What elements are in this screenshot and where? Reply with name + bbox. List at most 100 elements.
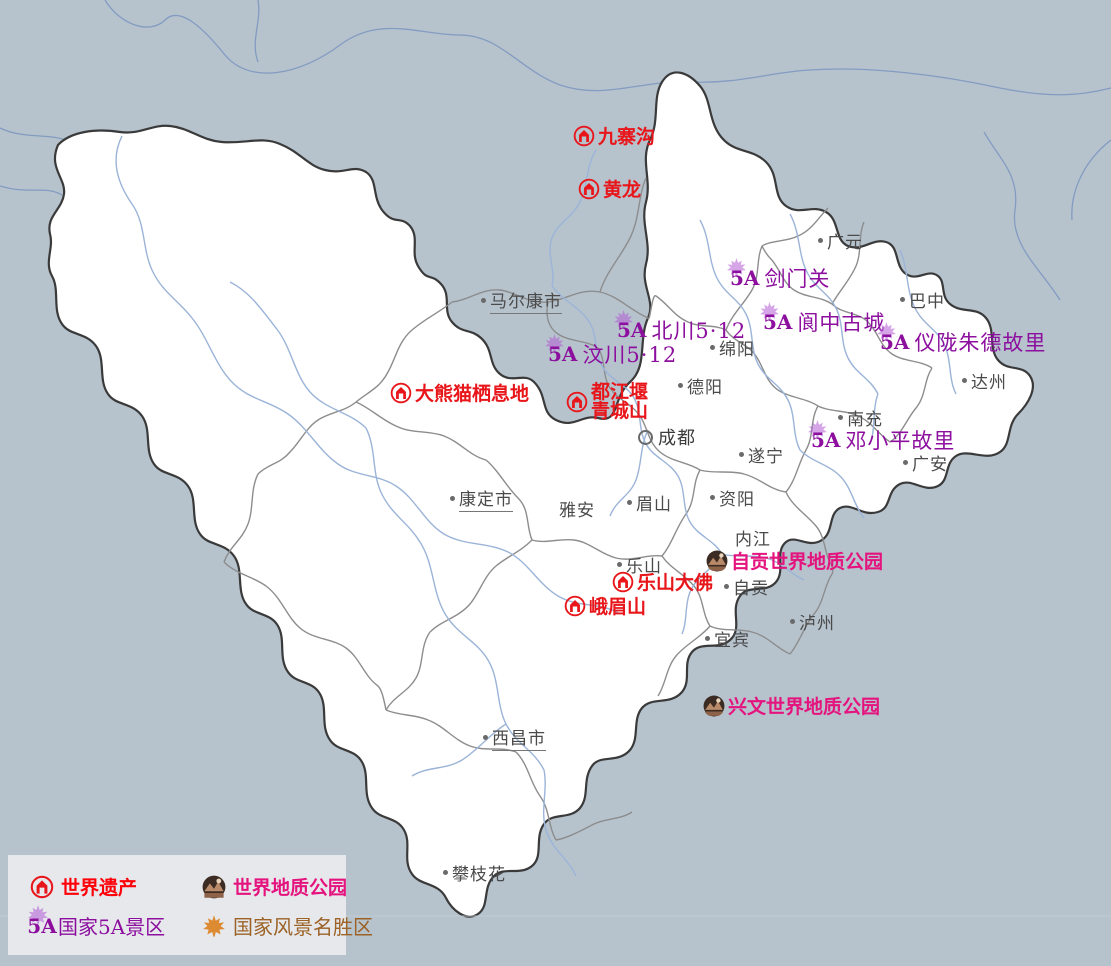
global-geopark-icon xyxy=(706,550,728,571)
unesco-world-heritage-icon xyxy=(578,178,600,199)
city-marker[interactable]: 遂宁 xyxy=(739,442,784,467)
scenic5a-tag: 5A xyxy=(811,428,841,452)
scenic5a-site-beichuan[interactable]: 5A 北川5·12 xyxy=(614,310,747,345)
city-label: 巴中 xyxy=(909,292,945,312)
scenic5a-tag: 5A xyxy=(880,330,910,354)
maple-leaf-icon xyxy=(727,258,746,277)
city-label: 广元 xyxy=(827,233,863,253)
city-marker[interactable]: 乐山 xyxy=(617,552,662,577)
city-label: 南充 xyxy=(847,410,883,430)
city-dot-icon xyxy=(724,584,729,589)
city-marker[interactable]: 广安 xyxy=(903,450,948,475)
unesco-world-heritage-icon xyxy=(566,392,588,413)
legend-item-global-geopark[interactable]: 世界地质公园 xyxy=(202,873,373,900)
city-marker[interactable]: 绵阳 xyxy=(710,335,755,360)
scenic5a-tag: 5A xyxy=(763,310,793,334)
scenic5a-tag: 5A xyxy=(548,342,578,366)
city-dot-icon xyxy=(678,383,683,388)
heritage-site-label-line2: 青城山 xyxy=(591,400,649,423)
scenic5a-site-wenchuan[interactable]: 5A 汶川5·12 xyxy=(545,334,678,369)
geopark-site-label: 自贡世界地质公园 xyxy=(731,551,884,573)
heritage-site-label: 乐山大佛 xyxy=(637,572,714,594)
city-marker-capital[interactable]: 成都 xyxy=(638,424,696,450)
capital-marker-icon xyxy=(638,429,653,445)
city-label: 自贡 xyxy=(733,579,769,599)
city-dot-icon xyxy=(450,496,455,501)
city-dot-icon xyxy=(739,452,744,457)
scenic5a-site-yilong-zhude-hometown[interactable]: 5A 仪陇朱德故里 xyxy=(877,322,1046,357)
legend-item-world-heritage[interactable]: 世界遗产 xyxy=(30,873,202,900)
scenic5a-label: 阆中古城 xyxy=(797,311,886,335)
geopark-site-xingwen[interactable]: 兴文世界地质公园 xyxy=(703,692,880,719)
prefecture-boundaries xyxy=(223,177,933,841)
heritage-site-leshan-giant-buddha[interactable]: 乐山大佛 xyxy=(612,568,713,595)
scenic5a-label: 北川5·12 xyxy=(651,319,747,343)
heritage-site-label-group: 都江堰 青城山 xyxy=(591,381,649,423)
city-label: 宜宾 xyxy=(714,631,750,651)
scenic5a-site-jianmenguan[interactable]: 5A 剑门关 xyxy=(727,258,831,293)
city-dot-icon xyxy=(710,495,715,500)
heritage-site-huanglong[interactable]: 黄龙 xyxy=(578,175,641,202)
scenic5a-site-deng-xiaoping-hometown[interactable]: 5A 邓小平故里 xyxy=(808,420,955,455)
city-marker[interactable]: 宜宾 xyxy=(705,626,750,651)
heritage-site-label: 大熊猫栖息地 xyxy=(415,383,530,405)
maple-leaf-icon xyxy=(808,420,827,439)
map-legend: 世界遗产 世界地质公园 5A 国家5A景区 xyxy=(8,855,373,955)
neighbour-rivers xyxy=(0,0,1111,301)
city-marker[interactable]: 广元 xyxy=(818,228,863,253)
heritage-site-emeishan[interactable]: 峨眉山 xyxy=(564,592,646,619)
city-dot-icon xyxy=(903,460,908,465)
legend-5a-tag: 5A xyxy=(27,913,57,938)
heritage-site-dujiangyan-qingchengshan[interactable]: 都江堰 青城山 xyxy=(566,381,649,423)
scenic5a-label: 剑门关 xyxy=(764,267,831,291)
city-marker[interactable]: 德阳 xyxy=(678,373,723,398)
legend-item-national-5a[interactable]: 5A 国家5A景区 xyxy=(27,904,202,940)
city-label: 遂宁 xyxy=(748,447,784,467)
city-marker[interactable]: 雅安 xyxy=(550,496,595,521)
city-marker[interactable]: 达州 xyxy=(962,368,1007,393)
city-marker[interactable]: 内江 xyxy=(726,525,771,550)
city-marker[interactable]: 康定市 xyxy=(450,485,513,512)
rivers xyxy=(115,135,957,877)
city-marker[interactable]: 西昌市 xyxy=(483,724,546,751)
heritage-site-label: 峨眉山 xyxy=(589,596,647,618)
city-dot-icon xyxy=(790,619,795,624)
unesco-world-heritage-icon xyxy=(564,595,586,616)
city-marker[interactable]: 眉山 xyxy=(627,490,672,515)
city-label: 乐山 xyxy=(626,557,662,577)
city-marker[interactable]: 马尔康市 xyxy=(481,287,562,314)
legend-label: 世界遗产 xyxy=(61,877,138,899)
heritage-site-jiuzhaigou[interactable]: 九寨沟 xyxy=(573,122,655,149)
scenic5a-tag: 5A xyxy=(730,266,760,290)
city-dot-icon xyxy=(627,500,632,505)
city-dot-icon xyxy=(818,238,823,243)
city-marker[interactable]: 巴中 xyxy=(900,287,945,312)
scenic5a-label: 汶川5·12 xyxy=(582,343,678,367)
city-marker[interactable]: 资阳 xyxy=(710,485,755,510)
city-dot-icon xyxy=(710,345,715,350)
legend-label: 国家5A景区 xyxy=(58,915,166,939)
heritage-site-label-line1: 都江堰 xyxy=(591,381,649,403)
heritage-site-label: 九寨沟 xyxy=(598,126,656,148)
city-marker[interactable]: 攀枝花 xyxy=(443,860,506,885)
scenic5a-site-langzhong-ancient-city[interactable]: 5A 阆中古城 xyxy=(760,302,886,337)
city-label: 德阳 xyxy=(687,378,723,398)
geopark-site-label: 兴文世界地质公园 xyxy=(728,696,881,718)
heritage-site-label: 黄龙 xyxy=(603,179,642,201)
city-label: 内江 xyxy=(735,530,771,550)
city-label: 康定市 xyxy=(459,485,513,512)
city-marker[interactable]: 泸州 xyxy=(790,609,835,634)
legend-item-national-scenic-area[interactable]: 国家风景名胜区 xyxy=(202,911,373,940)
heritage-site-giant-panda-habitat[interactable]: 大熊猫栖息地 xyxy=(390,379,529,406)
global-geopark-icon xyxy=(202,875,226,899)
city-label: 西昌市 xyxy=(492,724,546,751)
unesco-world-heritage-icon xyxy=(612,571,634,592)
maple-leaf-icon xyxy=(545,334,564,353)
city-marker[interactable]: 南充 xyxy=(838,405,883,430)
scenic5a-tag: 5A xyxy=(617,318,647,342)
city-label: 眉山 xyxy=(636,495,672,515)
geopark-site-zigong[interactable]: 自贡世界地质公园 xyxy=(706,547,883,574)
city-marker[interactable]: 自贡 xyxy=(724,574,769,599)
